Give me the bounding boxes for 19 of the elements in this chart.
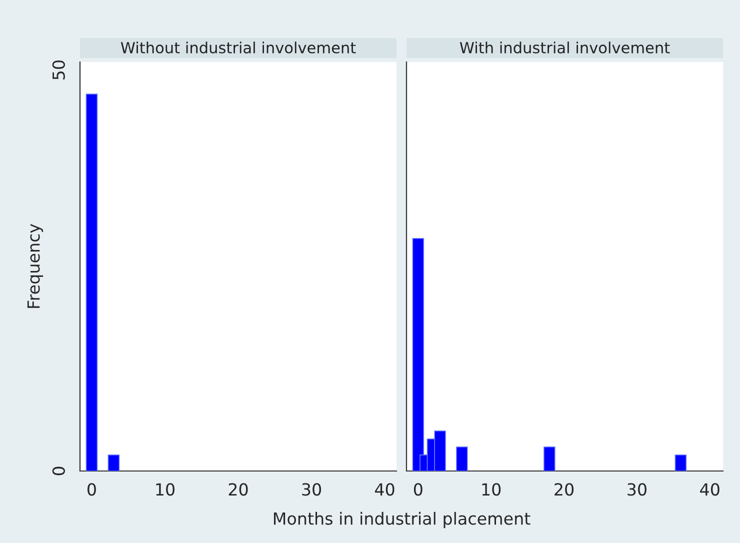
bar (674, 454, 687, 471)
x-tick-label: 30 (628, 483, 646, 496)
x-tick-label: 20 (554, 483, 574, 496)
x-tick-label: 40 (700, 483, 720, 496)
x-tick-label: 10 (482, 483, 501, 496)
y-axis-title: Frequency (27, 224, 44, 308)
y-tick-label: 50 (52, 60, 65, 80)
x-tick-label: 40 (374, 483, 394, 496)
chart-title: Without industrial involvement (120, 42, 356, 54)
bar (544, 446, 556, 471)
x-axis-title: Months in industrial placement (274, 512, 530, 528)
x-tick-label: 10 (156, 483, 174, 496)
bar (456, 446, 468, 471)
bar (412, 238, 424, 471)
x-tick-label: 30 (302, 483, 322, 496)
x-tick-label: 20 (228, 483, 248, 496)
x-tick-label: 0 (88, 483, 96, 496)
chart-title: With industrial involvement (460, 42, 670, 54)
x-tick-label: 0 (414, 483, 422, 496)
